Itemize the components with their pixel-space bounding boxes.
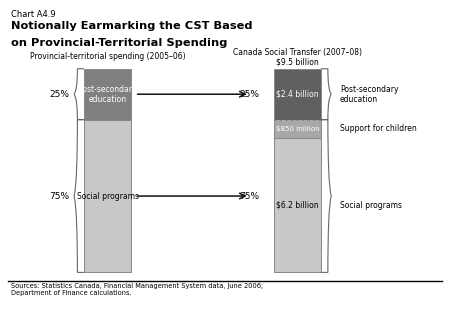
Text: $6.2 billion: $6.2 billion	[276, 201, 319, 210]
Text: 75%: 75%	[50, 192, 70, 201]
Text: $850 million: $850 million	[276, 126, 320, 132]
Text: $2.4 billion: $2.4 billion	[276, 90, 319, 99]
Text: 75%: 75%	[239, 192, 260, 201]
Text: Sources: Statistics Canada, Financial Management System data, June 2006;
Departm: Sources: Statistics Canada, Financial Ma…	[11, 282, 263, 295]
Bar	[274, 138, 321, 273]
Bar	[274, 69, 321, 120]
Text: 25%: 25%	[50, 90, 70, 99]
Text: $9.5 billion: $9.5 billion	[276, 57, 319, 66]
Text: Post-secondary
education: Post-secondary education	[78, 85, 137, 104]
Text: Chart A4.9: Chart A4.9	[11, 10, 56, 19]
Text: Social programs: Social programs	[340, 201, 402, 210]
Bar	[84, 69, 131, 120]
Bar	[84, 120, 131, 273]
Text: on Provincial-Territorial Spending: on Provincial-Territorial Spending	[11, 37, 228, 48]
Text: Social programs: Social programs	[76, 192, 139, 201]
Bar	[274, 120, 321, 138]
Text: Provincial-territorial spending (2005–06): Provincial-territorial spending (2005–06…	[30, 52, 185, 61]
Text: Canada Social Transfer (2007–08): Canada Social Transfer (2007–08)	[233, 48, 362, 57]
Text: Support for children: Support for children	[340, 124, 417, 133]
Text: Post-secondary
education: Post-secondary education	[340, 85, 398, 104]
Text: Notionally Earmarking the CST Based: Notionally Earmarking the CST Based	[11, 21, 253, 31]
Text: 25%: 25%	[239, 90, 260, 99]
